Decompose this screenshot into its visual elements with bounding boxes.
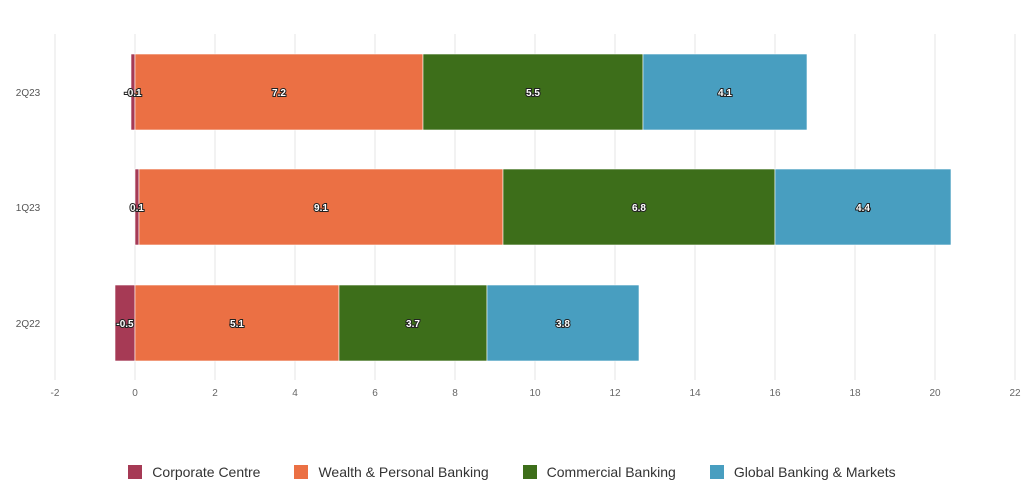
- axis-labels: -2 0 2 4 6 8 10 12 14 16 18 20 22 2Q23 1Q23 2Q22: [16, 88, 1021, 399]
- chart-legend: Corporate Centre Wealth & Personal Bankin…: [0, 460, 1024, 484]
- bar-data-label: 4.4: [856, 203, 870, 214]
- bar-data-label: -0.1: [124, 88, 142, 99]
- x-tick-label: 0: [132, 388, 138, 399]
- legend-swatch: [709, 465, 724, 479]
- x-tick-label: 4: [292, 388, 298, 399]
- bar-data-label: 7.2: [272, 88, 286, 99]
- data-labels: -0.1 7.2 5.5 4.1 0.1 9.1 6.8 4.4 -0.5 5.1 3.7 3.8: [115, 87, 871, 331]
- y-category-label: 1Q23: [16, 203, 41, 214]
- x-tick-label: 6: [372, 388, 378, 399]
- bar-data-label: 6.8: [632, 203, 646, 214]
- legend-swatch: [128, 465, 143, 479]
- bar-data-label: 3.7: [406, 319, 420, 330]
- x-tick-label: 14: [689, 388, 701, 399]
- bars: [114, 53, 952, 362]
- bar-data-label: 9.1: [314, 203, 328, 214]
- bar-segment: [774, 168, 952, 246]
- x-tick-label: 2: [212, 388, 218, 399]
- x-tick-label: 8: [452, 388, 458, 399]
- bar-data-label: 0.1: [130, 203, 144, 214]
- bar-data-label: 5.5: [526, 88, 540, 99]
- bar-segment: [338, 284, 488, 362]
- x-tick-label: 12: [609, 388, 621, 399]
- bar-segment: [486, 284, 640, 362]
- bar-data-label: 4.1: [718, 88, 732, 99]
- x-tick-label: 10: [529, 388, 541, 399]
- legend-label: Corporate Centre: [152, 464, 261, 480]
- bar-segment: [138, 168, 504, 246]
- legend-item[interactable]: Global Banking & Markets: [709, 464, 896, 480]
- bar-segment: [134, 53, 424, 131]
- legend-label: Commercial Banking: [546, 464, 676, 480]
- legend-item[interactable]: Wealth & Personal Banking: [294, 464, 489, 480]
- legend-swatch: [294, 465, 309, 479]
- x-tick-label: 22: [1009, 388, 1021, 399]
- bar-segment: [134, 284, 340, 362]
- legend-item[interactable]: Corporate Centre: [128, 464, 260, 480]
- x-tick-label: -2: [51, 388, 60, 399]
- y-category-label: 2Q22: [16, 319, 41, 330]
- bar-data-label: -0.5: [116, 319, 134, 330]
- bar-data-label: 3.8: [556, 319, 570, 330]
- y-category-label: 2Q23: [16, 88, 41, 99]
- legend-label: Global Banking & Markets: [733, 464, 896, 480]
- bar-data-label: 5.1: [230, 319, 244, 330]
- legend-swatch: [522, 465, 537, 479]
- legend-item[interactable]: Commercial Banking: [522, 464, 676, 480]
- x-tick-label: 18: [849, 388, 861, 399]
- legend-label: Wealth & Personal Banking: [318, 464, 489, 480]
- x-tick-label: 20: [929, 388, 941, 399]
- bar-segment: [422, 53, 644, 131]
- bar-segment: [642, 53, 808, 131]
- stacked-bar-chart: -2 0 2 4 6 8 10 12 14 16 18 20 22 2Q23 1Q23 2Q22 -0.1 7.…: [16, 34, 1021, 399]
- bar-segment: [502, 168, 776, 246]
- x-tick-label: 16: [769, 388, 781, 399]
